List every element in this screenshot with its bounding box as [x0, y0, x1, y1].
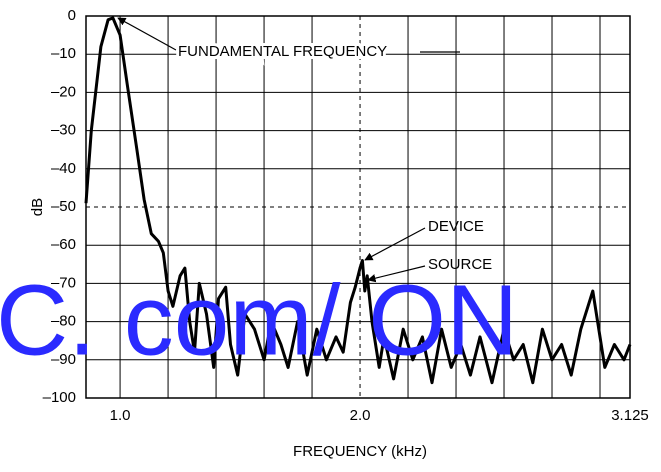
annotation: SOURCE — [428, 256, 492, 273]
y-tick-label: –100 — [43, 389, 76, 406]
y-tick-label: –10 — [51, 45, 76, 62]
y-tick-label: –50 — [51, 198, 76, 215]
y-tick-label: –80 — [51, 313, 76, 330]
x-axis-label: FREQUENCY (kHz) — [293, 443, 427, 460]
y-tick-label: –40 — [51, 160, 76, 177]
annotation-arrow — [117, 17, 177, 51]
y-tick-label: –90 — [51, 351, 76, 368]
annotation-arrow — [367, 265, 426, 283]
line-series — [84, 16, 632, 385]
annotation-arrow — [364, 227, 426, 261]
x-tick-label: 3.125 — [611, 407, 649, 424]
y-tick-label: –20 — [51, 83, 76, 100]
x-tick-label: 1.0 — [110, 407, 131, 424]
y-tick-label: –30 — [51, 122, 76, 139]
y-tick-label: –60 — [51, 236, 76, 253]
x-tick-label: 2.0 — [350, 407, 371, 424]
annotation: FUNDAMENTAL FREQUENCY — [178, 43, 387, 60]
annotation: DEVICE — [428, 218, 484, 235]
y-tick-label: –70 — [51, 274, 76, 291]
y-tick-label: 0 — [68, 7, 76, 24]
y-axis-label: dB — [29, 198, 46, 216]
watermark: C. com/ ON — [0, 264, 518, 376]
